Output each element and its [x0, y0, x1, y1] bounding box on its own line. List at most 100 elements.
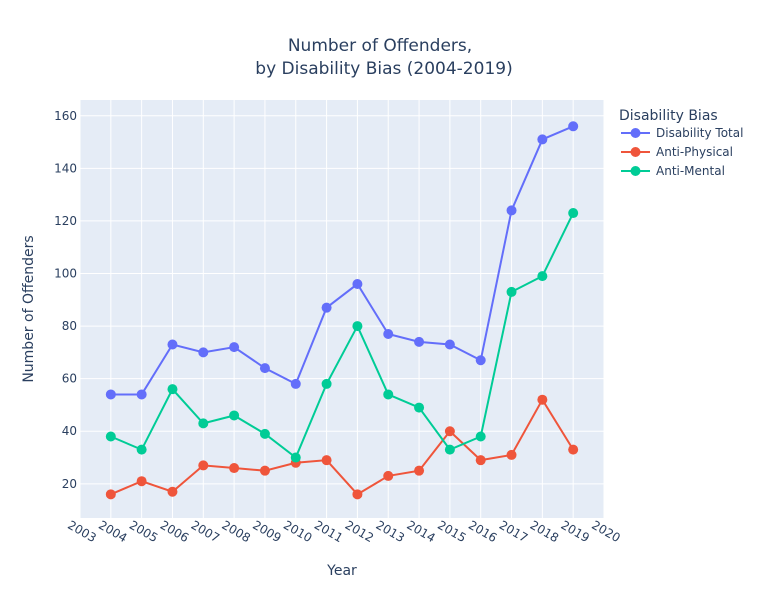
- legend-marker-swatch: [630, 128, 641, 138]
- data-point[interactable]: [506, 286, 517, 297]
- data-point[interactable]: [383, 470, 394, 481]
- legend-item[interactable]: Anti-Mental: [621, 164, 725, 178]
- series-disability-total: [105, 121, 579, 400]
- y-tick-label: 100: [54, 267, 77, 281]
- data-point[interactable]: [105, 489, 116, 500]
- data-point[interactable]: [352, 489, 363, 500]
- legend-label: Disability Total: [656, 126, 743, 140]
- data-point[interactable]: [290, 378, 301, 389]
- x-tick-label: 2014: [404, 518, 437, 545]
- data-point[interactable]: [444, 426, 455, 437]
- data-point[interactable]: [352, 279, 363, 290]
- data-point[interactable]: [475, 355, 486, 366]
- x-tick-label: 2009: [250, 518, 283, 545]
- series-line: [110, 212, 575, 460]
- y-tick-label: 120: [54, 214, 77, 228]
- x-tick-label: 2018: [528, 518, 561, 545]
- data-point[interactable]: [259, 363, 270, 374]
- data-point[interactable]: [259, 465, 270, 476]
- y-tick-label: 160: [54, 109, 77, 123]
- data-point[interactable]: [568, 444, 579, 455]
- legend-title: Disability Bias: [619, 108, 718, 124]
- data-point[interactable]: [321, 455, 332, 466]
- x-axis-ticks: 2003200420052006200720082009201020112012…: [65, 518, 622, 545]
- data-point[interactable]: [198, 460, 209, 471]
- data-point[interactable]: [506, 205, 517, 216]
- series-anti-physical: [105, 394, 579, 500]
- y-tick-label: 140: [54, 161, 77, 175]
- data-point[interactable]: [383, 328, 394, 339]
- legend-item[interactable]: Disability Total: [621, 126, 743, 140]
- legend: Disability Bias Disability Total Anti-Phy…: [619, 108, 743, 178]
- legend-items: Disability Total Anti-Physical Anti-Mental: [621, 126, 743, 178]
- data-point[interactable]: [475, 455, 486, 466]
- legend-marker-swatch: [630, 166, 641, 176]
- data-point[interactable]: [136, 444, 147, 455]
- x-tick-label: 2017: [497, 518, 530, 545]
- x-tick-label: 2005: [127, 518, 160, 545]
- data-point[interactable]: [167, 384, 178, 395]
- x-tick-label: 2006: [158, 518, 191, 545]
- y-axis-ticks: 20 40 60 80 100 120 140 160: [54, 109, 77, 491]
- series-layer: [105, 121, 579, 500]
- series-line: [110, 397, 575, 496]
- data-point[interactable]: [352, 321, 363, 332]
- x-tick-label: 2011: [312, 518, 345, 545]
- chart-title-line2: by Disability Bias (2004-2019): [255, 59, 512, 79]
- data-point[interactable]: [321, 302, 332, 313]
- data-point[interactable]: [198, 347, 209, 358]
- legend-label: Anti-Mental: [656, 164, 725, 178]
- data-point[interactable]: [167, 486, 178, 497]
- data-point[interactable]: [229, 410, 240, 421]
- y-tick-label: 40: [62, 424, 77, 438]
- data-point[interactable]: [259, 428, 270, 439]
- data-point[interactable]: [167, 339, 178, 350]
- gridlines: [79, 100, 605, 518]
- data-point[interactable]: [506, 449, 517, 460]
- x-tick-label: 2010: [281, 518, 314, 545]
- chart-title-line1: Number of Offenders,: [288, 36, 472, 56]
- data-point[interactable]: [229, 463, 240, 474]
- x-tick-label: 2019: [558, 518, 591, 545]
- x-axis-title: Year: [326, 563, 357, 579]
- legend-label: Anti-Physical: [656, 145, 733, 159]
- data-point[interactable]: [229, 342, 240, 353]
- data-point[interactable]: [444, 339, 455, 350]
- y-tick-label: 80: [62, 319, 77, 333]
- data-point[interactable]: [537, 271, 548, 282]
- data-point[interactable]: [105, 389, 116, 400]
- data-point[interactable]: [383, 389, 394, 400]
- data-point[interactable]: [568, 208, 579, 219]
- data-point[interactable]: [105, 431, 116, 442]
- y-axis-title: Number of Offenders: [21, 235, 37, 382]
- data-point[interactable]: [414, 336, 425, 347]
- series-line: [110, 125, 574, 396]
- x-tick-label: 2004: [96, 518, 129, 545]
- x-tick-label: 2013: [374, 518, 407, 545]
- y-tick-label: 20: [62, 477, 77, 491]
- data-point[interactable]: [414, 465, 425, 476]
- x-tick-label: 2003: [65, 518, 98, 545]
- x-tick-label: 2015: [435, 518, 468, 545]
- data-point[interactable]: [537, 394, 548, 405]
- data-point[interactable]: [136, 476, 147, 487]
- x-tick-label: 2016: [466, 518, 499, 545]
- data-point[interactable]: [198, 418, 209, 429]
- y-tick-label: 60: [62, 372, 77, 386]
- data-point[interactable]: [568, 121, 579, 132]
- data-point[interactable]: [475, 431, 486, 442]
- series-anti-mental: [105, 208, 579, 463]
- x-tick-label: 2007: [189, 518, 222, 545]
- legend-marker-swatch: [630, 147, 641, 157]
- x-tick-label: 2008: [219, 518, 252, 545]
- data-point[interactable]: [136, 389, 147, 400]
- data-point[interactable]: [290, 452, 301, 463]
- legend-item[interactable]: Anti-Physical: [621, 145, 733, 159]
- data-point[interactable]: [444, 444, 455, 455]
- data-point[interactable]: [537, 134, 548, 145]
- data-point[interactable]: [321, 378, 332, 389]
- x-tick-label: 2012: [343, 518, 376, 545]
- data-point[interactable]: [414, 402, 425, 413]
